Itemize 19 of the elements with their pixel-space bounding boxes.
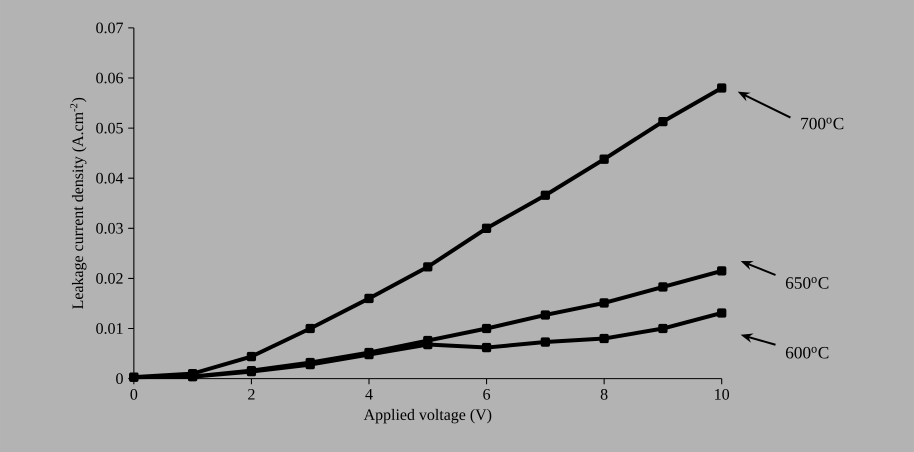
y-axis-title: Leakage current density (A.cm$^{-2}$) <box>70 98 86 309</box>
y-tick-label: 0.07 <box>96 22 124 34</box>
x-tick-label: 0 <box>130 388 138 400</box>
y-tick-label: 0.06 <box>96 72 124 84</box>
y-tick-label: 0.04 <box>96 172 124 184</box>
legend-label: 600$^{o}$C <box>786 346 828 358</box>
y-tick-label: 0.03 <box>96 222 123 234</box>
y-tick-label: 0 <box>116 373 123 384</box>
x-tick-label: 8 <box>600 388 608 400</box>
x-tick-label: 4 <box>365 388 373 400</box>
y-tick-label: 0.01 <box>96 322 123 334</box>
x-tick-label: 2 <box>248 388 255 400</box>
text: 650$^{o}$C <box>786 276 828 289</box>
x-tick-label: 10 <box>715 388 730 400</box>
x-tick-label: 6 <box>483 388 490 400</box>
text: 700$^{o}$C <box>801 118 844 130</box>
x-axis-title: Applied voltage (V) <box>364 408 492 424</box>
y-tick-label: 0.02 <box>96 272 123 284</box>
y-tick-label: 0.05 <box>96 122 123 134</box>
